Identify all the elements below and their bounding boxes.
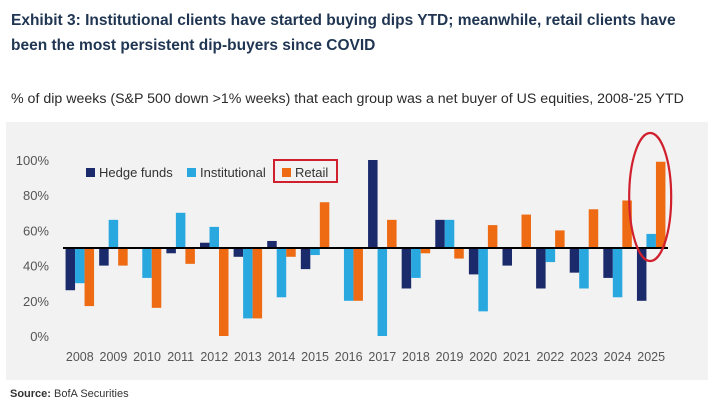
x-tick-label: 2019 [436,350,464,364]
legend-swatch-hedge-funds [86,168,95,177]
legend-label-hedge-funds: Hedge funds [99,165,173,180]
bar-hedge-funds [636,248,647,301]
bar-institutional [142,248,152,278]
bar-institutional [377,248,388,336]
bar-institutional [444,219,455,248]
bar-institutional [646,233,656,248]
bar-hedge-funds [468,248,479,275]
bar-institutional [579,248,589,289]
legend-swatch-retail [282,168,291,177]
x-tick-label: 2008 [66,350,94,364]
bar-hedge-funds [300,248,311,270]
x-tick-label: 2022 [536,350,564,364]
bar-retail [252,248,263,319]
bar-hedge-funds [368,160,378,248]
bar-hedge-funds [166,248,176,254]
chart-title: Exhibit 3: Institutional clients have st… [11,12,676,54]
bar-hedge-funds [99,248,109,266]
x-tick-label: 2012 [200,350,228,364]
source-text: BofA Securities [50,388,129,400]
bar-hedge-funds [569,248,580,273]
retail-legend-highlight-box [273,159,338,183]
source-note: Source: BofA Securities [10,388,129,400]
legend-swatch-institutional [187,168,196,177]
bar-retail [151,248,162,308]
bar-institutional [343,248,354,301]
x-tick-label: 2009 [100,350,128,364]
bar-institutional [209,226,219,248]
chart-subtitle: % of dip weeks (S&P 500 down >1% weeks) … [11,91,684,107]
x-tick-label: 2010 [133,350,161,364]
bar-retail [420,248,431,254]
y-tick-label: 100% [16,153,50,168]
bar-institutional [411,248,421,278]
bar-hedge-funds [200,242,210,248]
bar-retail [185,248,195,264]
y-tick-label: 80% [23,188,49,203]
x-tick-label: 2025 [637,350,665,364]
legend-retail: Retail [282,165,328,180]
bar-hedge-funds [536,248,546,289]
bar-retail [286,248,296,257]
bar-institutional [310,248,320,256]
bar-retail [588,209,599,248]
bar-institutional [276,248,287,298]
bar-retail [118,248,128,266]
y-tick-label: 0% [30,329,49,344]
bar-retail [655,161,666,248]
bar-retail [622,200,632,248]
x-tick-label: 2016 [335,350,363,364]
x-tick-label: 2014 [268,350,296,364]
bar-retail [387,219,397,248]
bar-hedge-funds [233,248,244,257]
bar-hedge-funds [267,240,277,248]
bar-institutional [612,248,623,298]
x-tick-label: 2017 [368,350,396,364]
bar-retail [319,202,330,248]
bar-institutional [545,248,556,263]
x-tick-label: 2015 [301,350,329,364]
bar-institutional [478,248,488,312]
bar-hedge-funds [502,248,512,266]
bar-retail [219,248,229,336]
bar-hedge-funds [603,248,613,278]
x-tick-label: 2013 [234,350,262,364]
bar-hedge-funds [435,219,445,248]
bar-institutional [75,248,85,284]
bar-institutional [108,219,119,248]
legend-label-retail: Retail [295,165,329,180]
legend-hedge-funds: Hedge funds [86,165,173,180]
x-tick-label: 2018 [402,350,430,364]
y-tick-label: 40% [23,259,49,274]
y-tick-label: 60% [23,223,49,238]
source-label: Source: [10,388,51,400]
x-tick-label: 2024 [604,350,632,364]
x-tick-label: 2011 [167,350,194,364]
y-tick-label: 20% [23,294,49,309]
bar-retail [454,248,464,259]
bar-retail [84,248,95,307]
highlight-2025-ellipse [628,131,673,263]
legend-label-institutional: Institutional [200,165,266,180]
x-tick-label: 2023 [570,350,598,364]
bar-retail [521,214,531,248]
x-tick-label: 2020 [469,350,497,364]
bar-retail [487,225,498,248]
bar-retail [555,230,565,248]
x-tick-label: 2021 [503,350,531,364]
bar-hedge-funds [65,248,76,291]
bar-institutional [243,248,253,319]
bar-hedge-funds [401,248,412,289]
legend-institutional: Institutional [187,165,266,180]
bar-institutional [175,212,186,248]
bar-retail [353,248,363,301]
